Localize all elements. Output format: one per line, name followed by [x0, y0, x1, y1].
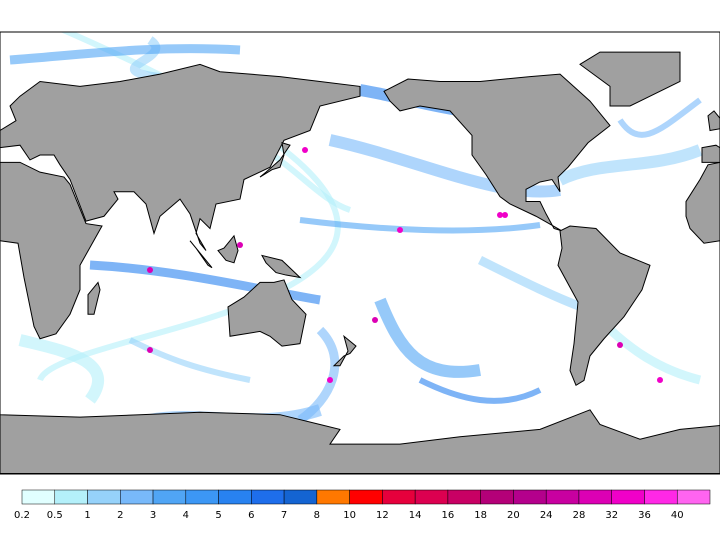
heavy-precip-cell — [397, 227, 403, 233]
colorbar-label: 2 — [117, 510, 123, 521]
colorbar-swatch — [120, 489, 154, 505]
colorbar-label: 4 — [183, 510, 189, 521]
precip-band — [18, 334, 104, 404]
colorbar-label: 0.5 — [47, 510, 63, 521]
australia — [227, 279, 307, 347]
heavy-precip-cell — [372, 317, 378, 323]
eurasia — [0, 63, 361, 251]
colorbar-swatch — [87, 489, 121, 505]
colorbar-label: 6 — [248, 510, 254, 521]
colorbar-swatch — [676, 489, 711, 505]
heavy-precip-cell — [657, 377, 663, 383]
colorbar-swatch — [447, 489, 481, 505]
colorbar-swatch — [251, 489, 285, 505]
south-america — [557, 225, 651, 387]
colorbar: 0.2 0.5 1 2 3 4 5 6 7 8 10 12 14 16 18 20 24 28 32 36 40 — [14, 489, 711, 521]
iberia — [701, 144, 720, 163]
colorbar-swatch — [611, 489, 645, 505]
heavy-precip-cell — [327, 377, 333, 383]
colorbar-swatch — [578, 489, 612, 505]
colorbar-label: 20 — [507, 510, 520, 521]
colorbar-label: 16 — [442, 510, 455, 521]
colorbar-swatch — [54, 489, 88, 505]
precip-band — [617, 97, 702, 138]
colorbar-swatch — [513, 489, 547, 505]
heavy-precip-cell — [237, 242, 243, 248]
japan — [259, 142, 291, 178]
map-frame — [0, 31, 720, 475]
britain — [707, 110, 720, 132]
colorbar-label: 32 — [605, 510, 618, 521]
greenland — [579, 51, 681, 107]
colorbar-swatch — [218, 489, 252, 505]
precip-band — [374, 297, 481, 378]
colorbar-label: 12 — [376, 510, 389, 521]
colorbar-swatch — [283, 489, 318, 505]
heavy-precip-cell — [617, 342, 623, 348]
colorbar-label: 18 — [474, 510, 487, 521]
colorbar-swatch — [316, 489, 350, 505]
colorbar-label: 14 — [409, 510, 422, 521]
precip-band — [328, 134, 561, 198]
africa — [0, 161, 103, 340]
precip-band — [128, 337, 251, 383]
colorbar-swatch — [152, 489, 187, 505]
land-layer — [0, 51, 720, 474]
heavy-precip-cell — [147, 347, 153, 353]
colorbar-label: 5 — [215, 510, 221, 521]
colorbar-swatch — [644, 489, 678, 505]
borneo — [217, 234, 239, 264]
new-zealand — [332, 334, 357, 367]
precip-band — [9, 44, 241, 65]
colorbar-label: 10 — [343, 510, 356, 521]
sumatra — [189, 240, 213, 269]
colorbar-label: 3 — [150, 510, 156, 521]
antarctica — [0, 409, 720, 474]
colorbar-swatch — [349, 489, 383, 505]
colorbar-swatch — [21, 489, 56, 505]
heavy-precip-cell — [497, 212, 503, 218]
precip-band — [299, 217, 541, 234]
madagascar — [87, 281, 101, 315]
heavy-precip-cell — [502, 212, 508, 218]
colorbar-label: 8 — [314, 510, 320, 521]
colorbar-label: 1 — [84, 510, 90, 521]
colorbar-label: 40 — [671, 510, 684, 521]
colorbar-swatch — [382, 489, 416, 505]
colorbar-label: 36 — [638, 510, 651, 521]
colorbar-swatch — [414, 489, 449, 505]
africa-west — [685, 161, 720, 244]
precip-band — [418, 377, 542, 404]
colorbar-label: 7 — [281, 510, 287, 521]
colorbar-swatch — [480, 489, 514, 505]
heavy-precip-cell — [302, 147, 308, 153]
colorbar-label: 0.2 — [14, 510, 30, 521]
colorbar-swatch — [545, 489, 580, 505]
precip-band — [89, 260, 321, 305]
heavy-precip-cell — [147, 267, 153, 273]
north-america — [383, 73, 611, 232]
new-guinea — [261, 254, 302, 279]
colorbar-label: 28 — [573, 510, 586, 521]
precip-band — [557, 144, 703, 186]
colorbar-swatch — [185, 489, 219, 505]
colorbar-label: 24 — [540, 510, 553, 521]
